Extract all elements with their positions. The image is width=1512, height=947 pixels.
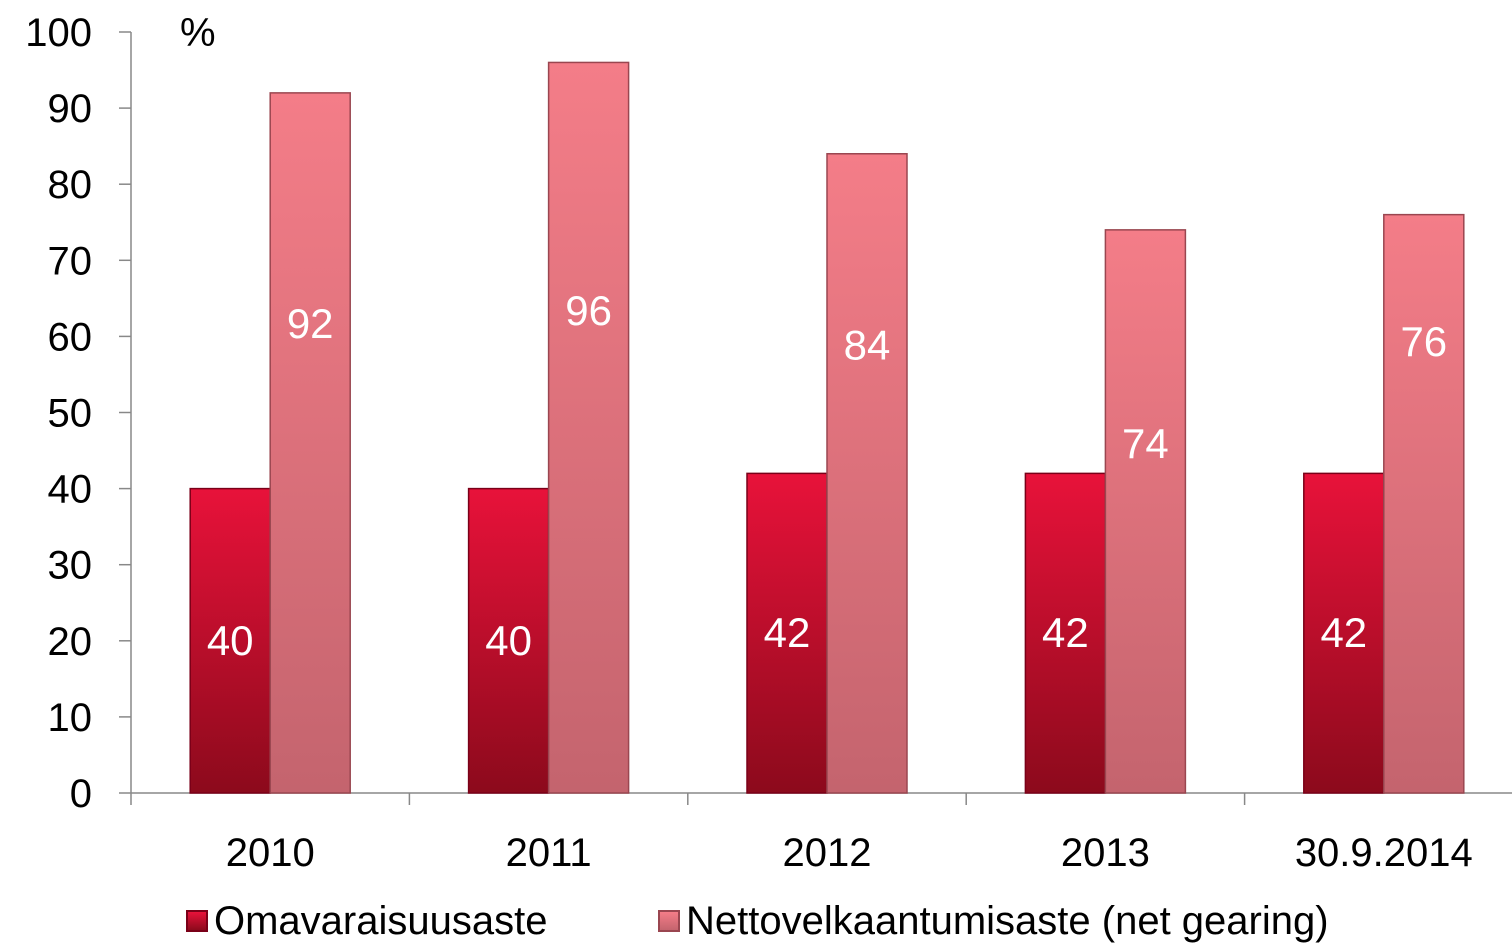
unit-label: % <box>180 11 216 55</box>
bar-net-gearing <box>1104 229 1187 794</box>
bar-equity-ratio <box>746 472 828 794</box>
y-tick-label: 60 <box>48 315 93 359</box>
x-tick-label: 30.9.2014 <box>1295 831 1473 875</box>
legend-item-net-gearing: Nettovelkaantumisaste (net gearing) <box>658 898 1329 944</box>
y-tick-label: 10 <box>48 696 93 740</box>
legend-item-equity-ratio: Omavaraisuusaste <box>186 898 547 944</box>
x-tick-label: 2012 <box>783 831 872 875</box>
data-label-net-gearing: 74 <box>1122 420 1169 467</box>
bar-net-gearing <box>1383 213 1465 794</box>
bar-equity-ratio <box>1024 472 1107 794</box>
legend-swatch-net-gearing <box>658 910 680 932</box>
y-tick-label: 70 <box>48 239 93 283</box>
y-tick-label: 0 <box>70 772 92 816</box>
bar-net-gearing <box>826 153 908 794</box>
data-label-net-gearing: 76 <box>1400 318 1447 365</box>
y-tick-label: 20 <box>48 620 93 664</box>
y-tick-label: 30 <box>48 544 93 588</box>
data-label-equity-ratio: 42 <box>1320 609 1367 656</box>
y-tick-label: 50 <box>48 392 93 436</box>
y-tick-label: 80 <box>48 163 93 207</box>
data-label-net-gearing: 96 <box>565 287 612 334</box>
y-axis: 0 10 20 30 40 50 60 70 80 90 100 <box>25 11 132 816</box>
data-label-equity-ratio: 42 <box>1042 609 1089 656</box>
data-label-equity-ratio: 40 <box>485 617 532 664</box>
bar-net-gearing <box>547 61 630 794</box>
data-label-equity-ratio: 42 <box>764 609 811 656</box>
data-label-net-gearing: 84 <box>844 322 891 369</box>
y-tick-label: 40 <box>48 468 93 512</box>
x-tick-label: 2011 <box>506 831 592 875</box>
legend-label-equity-ratio: Omavaraisuusaste <box>214 899 548 943</box>
data-label-net-gearing: 92 <box>287 300 334 347</box>
x-axis: 2010 2011 2012 2013 30.9.2014 <box>130 792 1512 875</box>
bar-equity-ratio <box>189 487 271 794</box>
y-tick-label: 90 <box>48 87 93 131</box>
bar-equity-ratio <box>467 487 550 794</box>
x-tick-label: 2010 <box>226 831 315 875</box>
bar-net-gearing <box>269 92 351 794</box>
data-label-equity-ratio: 40 <box>207 617 254 664</box>
legend-label-net-gearing: Nettovelkaantumisaste (net gearing) <box>686 899 1329 943</box>
bars: 40 40 42 42 42 92 96 84 74 76 <box>189 61 1465 794</box>
legend-swatch-equity-ratio <box>186 910 208 932</box>
y-tick-label: 100 <box>25 11 92 55</box>
legend: Omavaraisuusaste Nettovelkaantumisaste (… <box>0 898 1512 944</box>
x-tick-label: 2013 <box>1061 831 1150 875</box>
